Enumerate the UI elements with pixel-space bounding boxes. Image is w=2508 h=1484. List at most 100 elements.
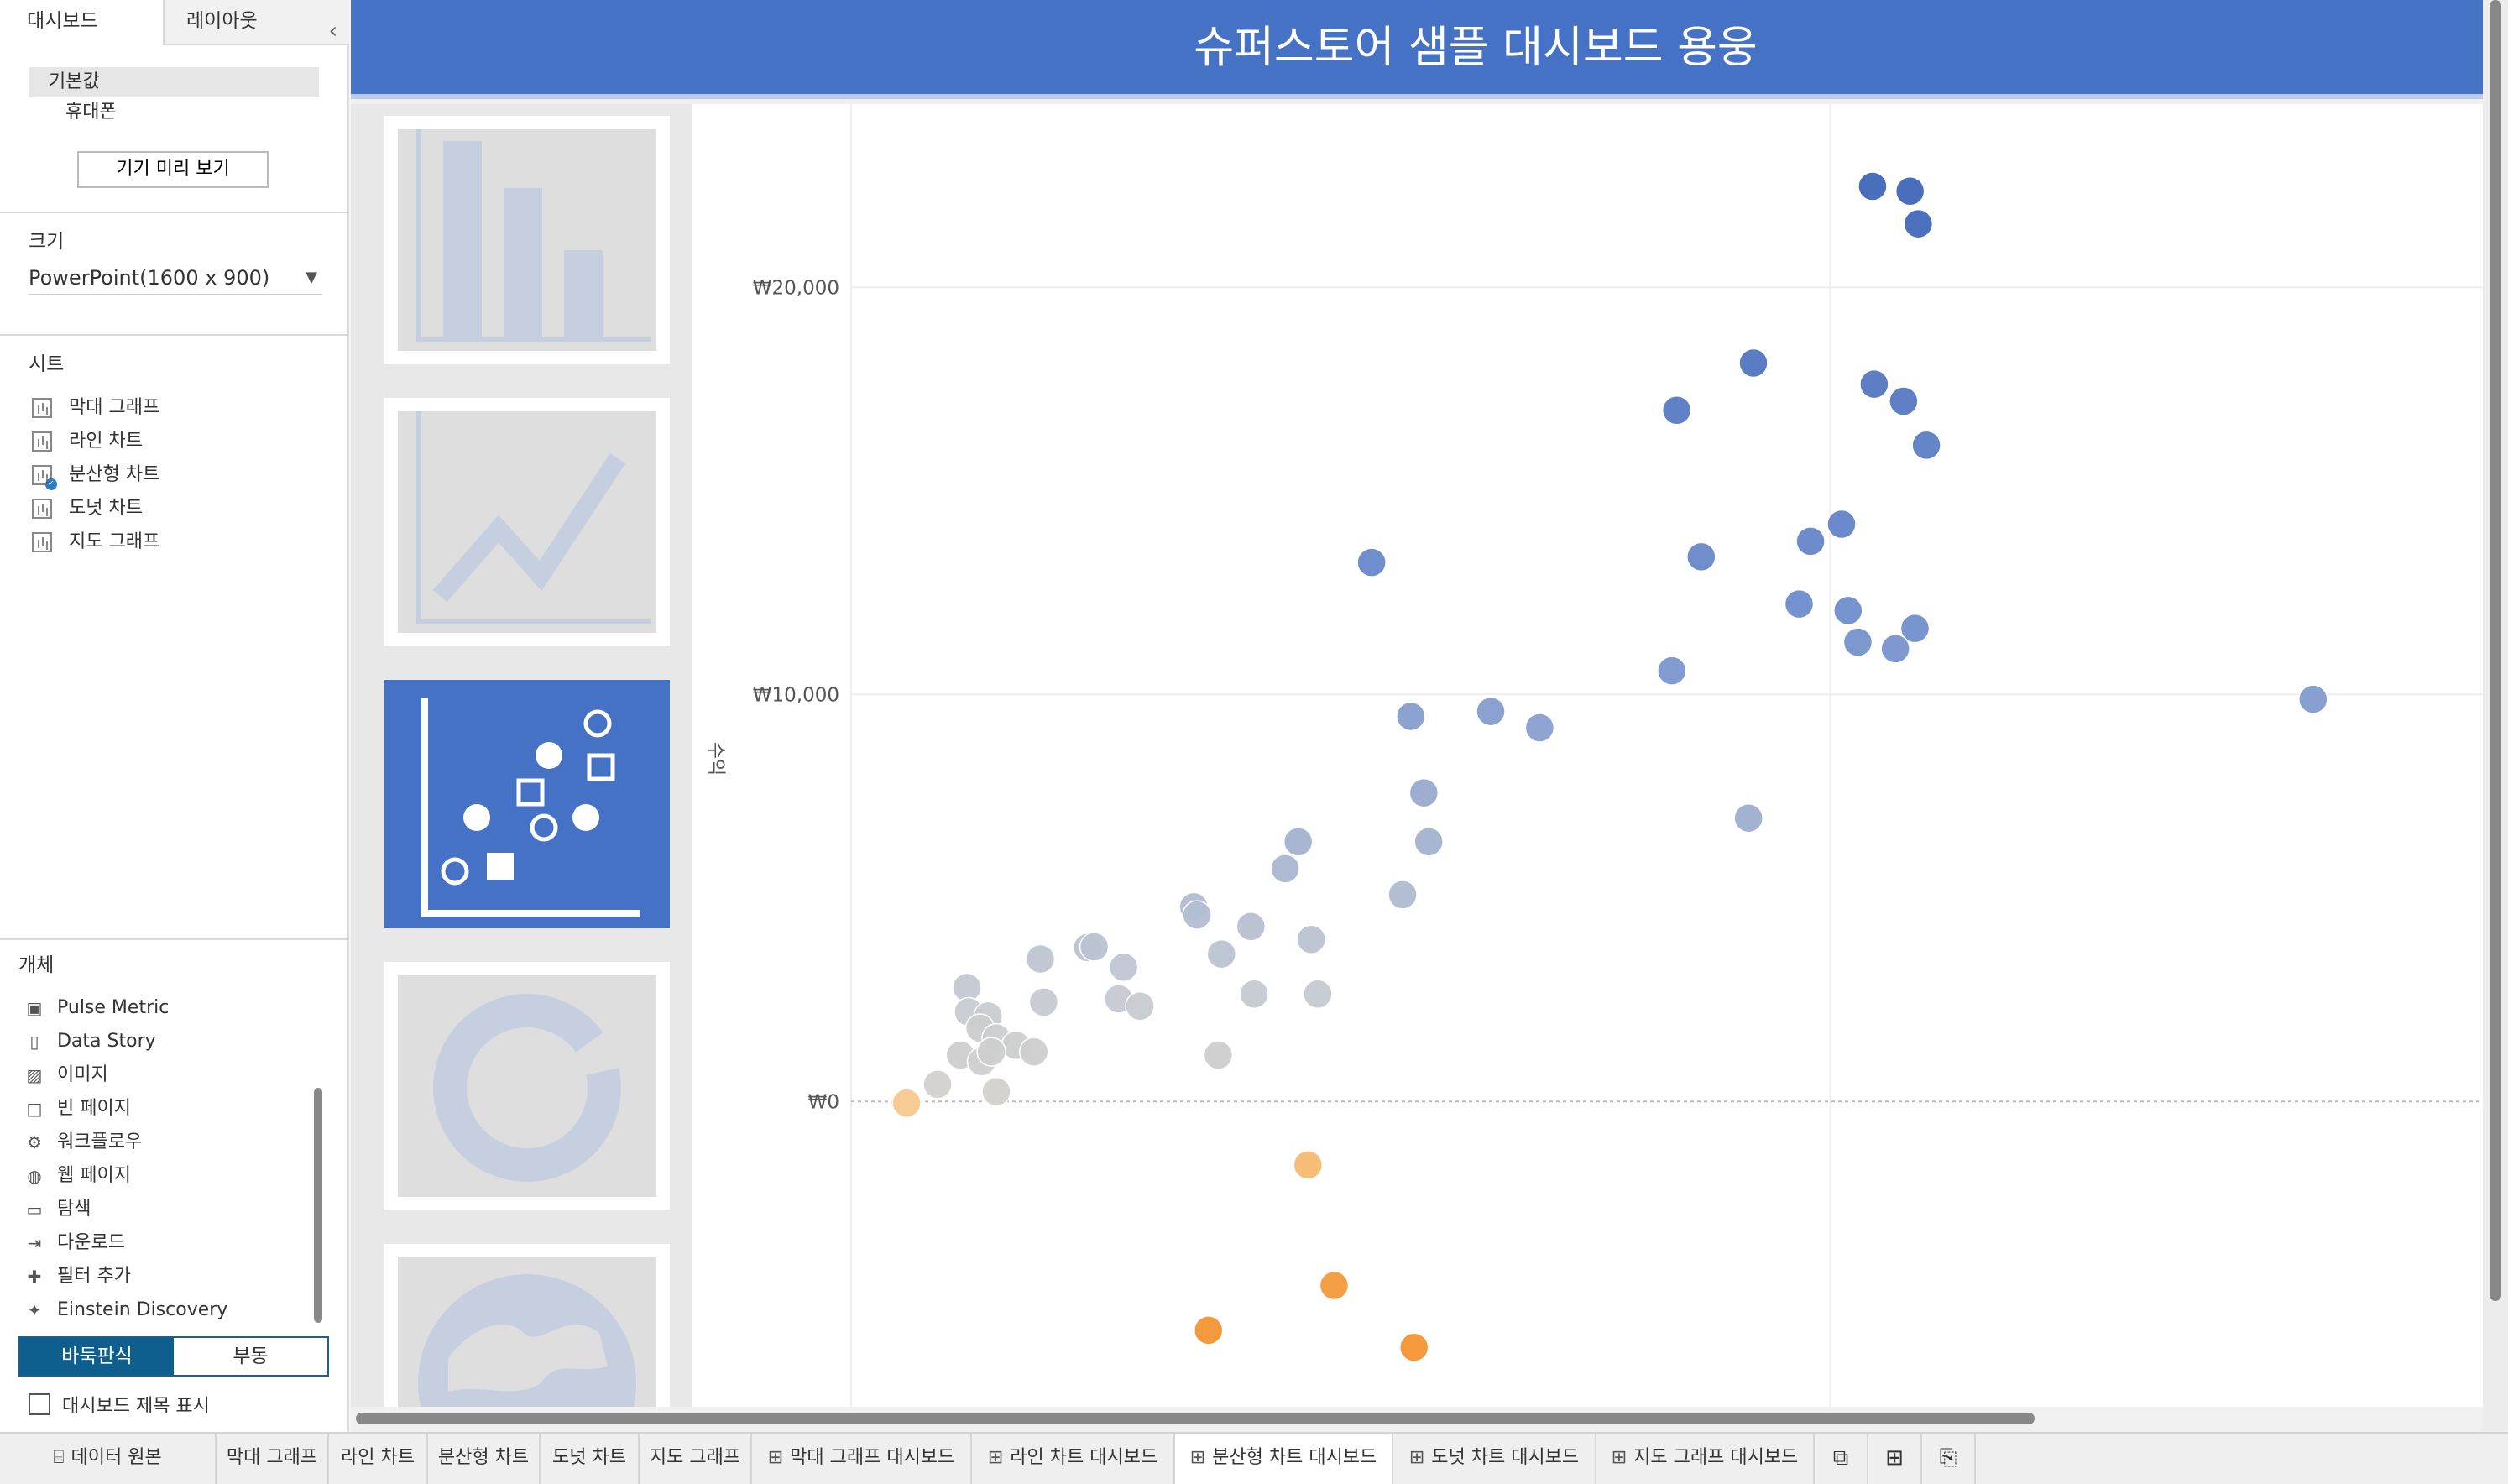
scatter-point[interactable] [1203, 1040, 1234, 1070]
new-story-icon: ⎘ [1939, 1445, 1957, 1471]
tab-label: 도넛 차트 대시보드 [1431, 1447, 1580, 1468]
scatter-point[interactable] [1028, 987, 1059, 1017]
scatter-point[interactable] [1239, 979, 1269, 1009]
scatter-point[interactable] [1857, 171, 1888, 201]
scatter-point[interactable] [1025, 943, 1056, 975]
object-web-page[interactable]: ◍ 웹 페이지 [24, 1161, 131, 1191]
sheet-item-donut[interactable]: 도넛 차트 [32, 494, 143, 524]
scatter-point[interactable] [2298, 684, 2328, 714]
device-phone[interactable]: 휴대폰 [65, 102, 117, 123]
new-dashboard-button[interactable]: ⊞ [1868, 1434, 1922, 1484]
vertical-scrollbar[interactable] [2490, 0, 2501, 1301]
sheet-item-bar[interactable]: 막대 그래프 [32, 393, 159, 423]
scatter-point[interactable] [1408, 777, 1439, 808]
tab-dashboard-bar[interactable]: ⊞ 막대 그래프 대시보드 [752, 1434, 972, 1484]
device-default[interactable]: 기본값 [29, 67, 319, 97]
scatter-point[interactable] [1398, 1332, 1429, 1362]
device-preview-button[interactable]: 기기 미리 보기 [77, 151, 269, 188]
tab-sheet-scatter[interactable]: 분산형 차트 [428, 1434, 541, 1484]
scatter-point[interactable] [1899, 613, 1931, 644]
new-worksheet-button[interactable]: ⧉ [1815, 1434, 1868, 1484]
tab-dashboard[interactable]: 대시보드 [0, 0, 165, 45]
object-image[interactable]: ▨ 이미지 [24, 1060, 108, 1090]
show-title-checkbox[interactable]: 대시보드 제목 표시 [29, 1392, 210, 1417]
nav-button-map-dashboard[interactable] [384, 1244, 670, 1484]
tab-data-source[interactable]: ⌸ 데이터 원본 [0, 1434, 217, 1484]
scatter-point[interactable] [1833, 595, 1863, 626]
scatter-point[interactable] [976, 1037, 1006, 1067]
scatter-point[interactable] [1079, 932, 1110, 962]
scatter-point[interactable] [1108, 952, 1139, 982]
scatter-point[interactable] [1356, 547, 1387, 577]
scatter-point[interactable] [1303, 979, 1333, 1009]
collapse-panel-icon[interactable]: ‹ [328, 18, 337, 44]
scatter-point[interactable] [1889, 386, 1919, 416]
scatter-point[interactable] [1283, 827, 1314, 857]
scatter-point[interactable] [1911, 430, 1941, 461]
scatter-point[interactable] [1686, 541, 1716, 572]
tab-sheet-line[interactable]: 라인 차트 [329, 1434, 428, 1484]
new-story-button[interactable]: ⎘ [1922, 1434, 1976, 1484]
nav-button-bar-dashboard[interactable] [384, 116, 670, 364]
tab-dashboard-map[interactable]: ⊞ 지도 그래프 대시보드 [1596, 1434, 1815, 1484]
object-einstein-discovery[interactable]: ✦ Einstein Discovery [24, 1295, 228, 1325]
object-pulse-metric[interactable]: ▣ Pulse Metric [24, 993, 170, 1023]
nav-button-line-dashboard[interactable] [384, 398, 670, 646]
objects-scrollbar[interactable] [314, 1088, 322, 1323]
scatter-point[interactable] [1476, 696, 1506, 727]
nav-button-donut-dashboard[interactable] [384, 962, 670, 1210]
nav-button-scatter-dashboard[interactable] [384, 680, 670, 928]
floating-button[interactable]: 부동 [174, 1338, 327, 1375]
object-workflow[interactable]: ⚙ 워크플로우 [24, 1127, 142, 1157]
size-dropdown[interactable]: PowerPoint(1600 x 900) ▼ [29, 262, 322, 295]
scatter-point[interactable] [1795, 526, 1826, 556]
scatter-point[interactable] [1661, 395, 1692, 426]
scatter-point[interactable] [1524, 713, 1555, 743]
tab-dashboard-scatter[interactable]: ⊞ 분산형 차트 대시보드 [1175, 1434, 1393, 1484]
scatter-point[interactable] [1236, 911, 1267, 942]
scatter-point[interactable] [981, 1076, 1011, 1107]
scatter-point[interactable] [1738, 347, 1769, 379]
scatter-point[interactable] [1842, 627, 1873, 657]
scatter-point[interactable] [1206, 938, 1237, 969]
scatter-point[interactable] [1733, 802, 1763, 833]
sheet-item-line[interactable]: 라인 차트 [32, 426, 143, 457]
scatter-point[interactable] [1894, 176, 1925, 206]
object-data-story[interactable]: ▯ Data Story [24, 1027, 155, 1057]
scatter-point[interactable] [1880, 634, 1910, 664]
object-navigation[interactable]: ▭ 탐색 [24, 1194, 91, 1225]
scatter-point[interactable] [1125, 991, 1155, 1022]
tab-dashboard-donut[interactable]: ⊞ 도넛 차트 대시보드 [1393, 1434, 1596, 1484]
sheet-item-map[interactable]: 지도 그래프 [32, 527, 159, 557]
tab-label: 라인 차트 [341, 1447, 415, 1468]
object-download[interactable]: ⇥ 다운로드 [24, 1228, 125, 1258]
sheet-item-scatter[interactable]: ✓ 분산형 차트 [32, 460, 159, 490]
object-add-filter[interactable]: ✚ 필터 추가 [24, 1262, 131, 1292]
scatter-point[interactable] [1396, 701, 1426, 732]
scatter-point[interactable] [1826, 509, 1857, 540]
object-blank[interactable]: □ 빈 페이지 [24, 1094, 131, 1124]
scatter-point[interactable] [1657, 656, 1687, 686]
scatter-point[interactable] [1270, 854, 1300, 884]
scatter-point[interactable] [1182, 900, 1212, 930]
scatter-point[interactable] [1293, 1150, 1324, 1180]
tab-layout[interactable]: 레이아웃 ‹ [165, 0, 349, 45]
tab-sheet-bar[interactable]: 막대 그래프 [217, 1434, 329, 1484]
scatter-point[interactable] [1193, 1315, 1224, 1346]
scatter-point[interactable] [1296, 924, 1326, 954]
tiled-button[interactable]: 바둑판식 [20, 1338, 174, 1375]
scatter-point[interactable] [1859, 368, 1889, 400]
scatter-point[interactable] [1319, 1270, 1350, 1301]
worksheet-icon [32, 398, 52, 418]
scatter-point[interactable] [891, 1088, 922, 1118]
horizontal-scrollbar[interactable] [356, 1413, 2035, 1424]
scatter-point[interactable] [1018, 1037, 1049, 1067]
scatter-point[interactable] [1784, 588, 1815, 619]
scatter-point[interactable] [1387, 880, 1418, 910]
scatter-point[interactable] [922, 1069, 953, 1100]
scatter-point[interactable] [1413, 827, 1444, 857]
scatter-point[interactable] [1903, 208, 1934, 239]
tab-sheet-map[interactable]: 지도 그래프 [640, 1434, 752, 1484]
tab-dashboard-line[interactable]: ⊞ 라인 차트 대시보드 [972, 1434, 1175, 1484]
tab-sheet-donut[interactable]: 도넛 차트 [541, 1434, 640, 1484]
